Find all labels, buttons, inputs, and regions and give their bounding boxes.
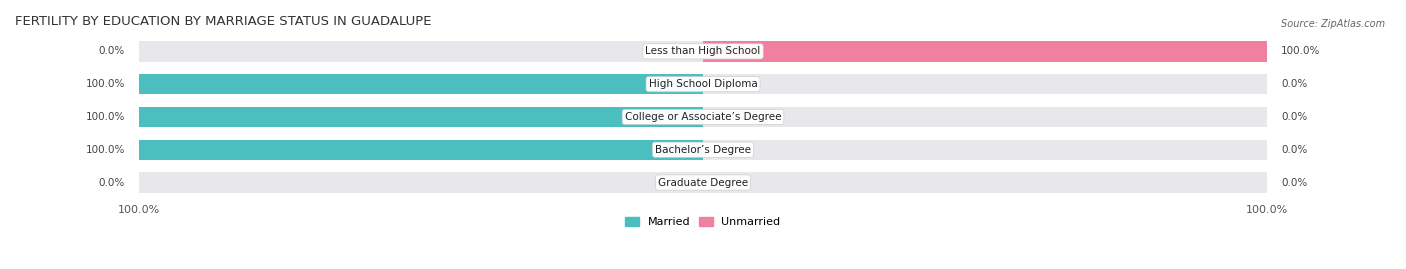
Bar	[139, 41, 703, 62]
Text: Bachelor’s Degree: Bachelor’s Degree	[655, 145, 751, 155]
Bar	[139, 107, 703, 127]
Text: FERTILITY BY EDUCATION BY MARRIAGE STATUS IN GUADALUPE: FERTILITY BY EDUCATION BY MARRIAGE STATU…	[15, 15, 432, 28]
Text: 0.0%: 0.0%	[1281, 145, 1308, 155]
Text: 0.0%: 0.0%	[1281, 178, 1308, 187]
Text: High School Diploma: High School Diploma	[648, 79, 758, 89]
Bar	[139, 74, 703, 94]
Legend: Married, Unmarried: Married, Unmarried	[621, 213, 785, 232]
Text: 0.0%: 0.0%	[98, 178, 125, 187]
Bar	[703, 74, 1267, 94]
Bar	[703, 172, 1267, 193]
Bar	[139, 74, 703, 94]
Bar	[139, 140, 703, 160]
Bar	[703, 41, 1267, 62]
Text: 100.0%: 100.0%	[86, 145, 125, 155]
Bar	[139, 107, 703, 127]
Text: 100.0%: 100.0%	[86, 79, 125, 89]
Text: 100.0%: 100.0%	[1281, 46, 1320, 56]
Text: College or Associate’s Degree: College or Associate’s Degree	[624, 112, 782, 122]
Bar	[703, 41, 1267, 62]
Bar	[703, 140, 1267, 160]
Text: Less than High School: Less than High School	[645, 46, 761, 56]
Text: 0.0%: 0.0%	[98, 46, 125, 56]
Bar	[703, 107, 1267, 127]
Text: 0.0%: 0.0%	[1281, 79, 1308, 89]
Text: 0.0%: 0.0%	[1281, 112, 1308, 122]
Text: Source: ZipAtlas.com: Source: ZipAtlas.com	[1281, 19, 1385, 29]
Text: 100.0%: 100.0%	[86, 112, 125, 122]
Text: Graduate Degree: Graduate Degree	[658, 178, 748, 187]
Bar	[139, 172, 703, 193]
Bar	[139, 140, 703, 160]
